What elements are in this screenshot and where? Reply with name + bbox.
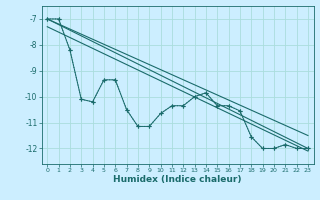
X-axis label: Humidex (Indice chaleur): Humidex (Indice chaleur) — [113, 175, 242, 184]
